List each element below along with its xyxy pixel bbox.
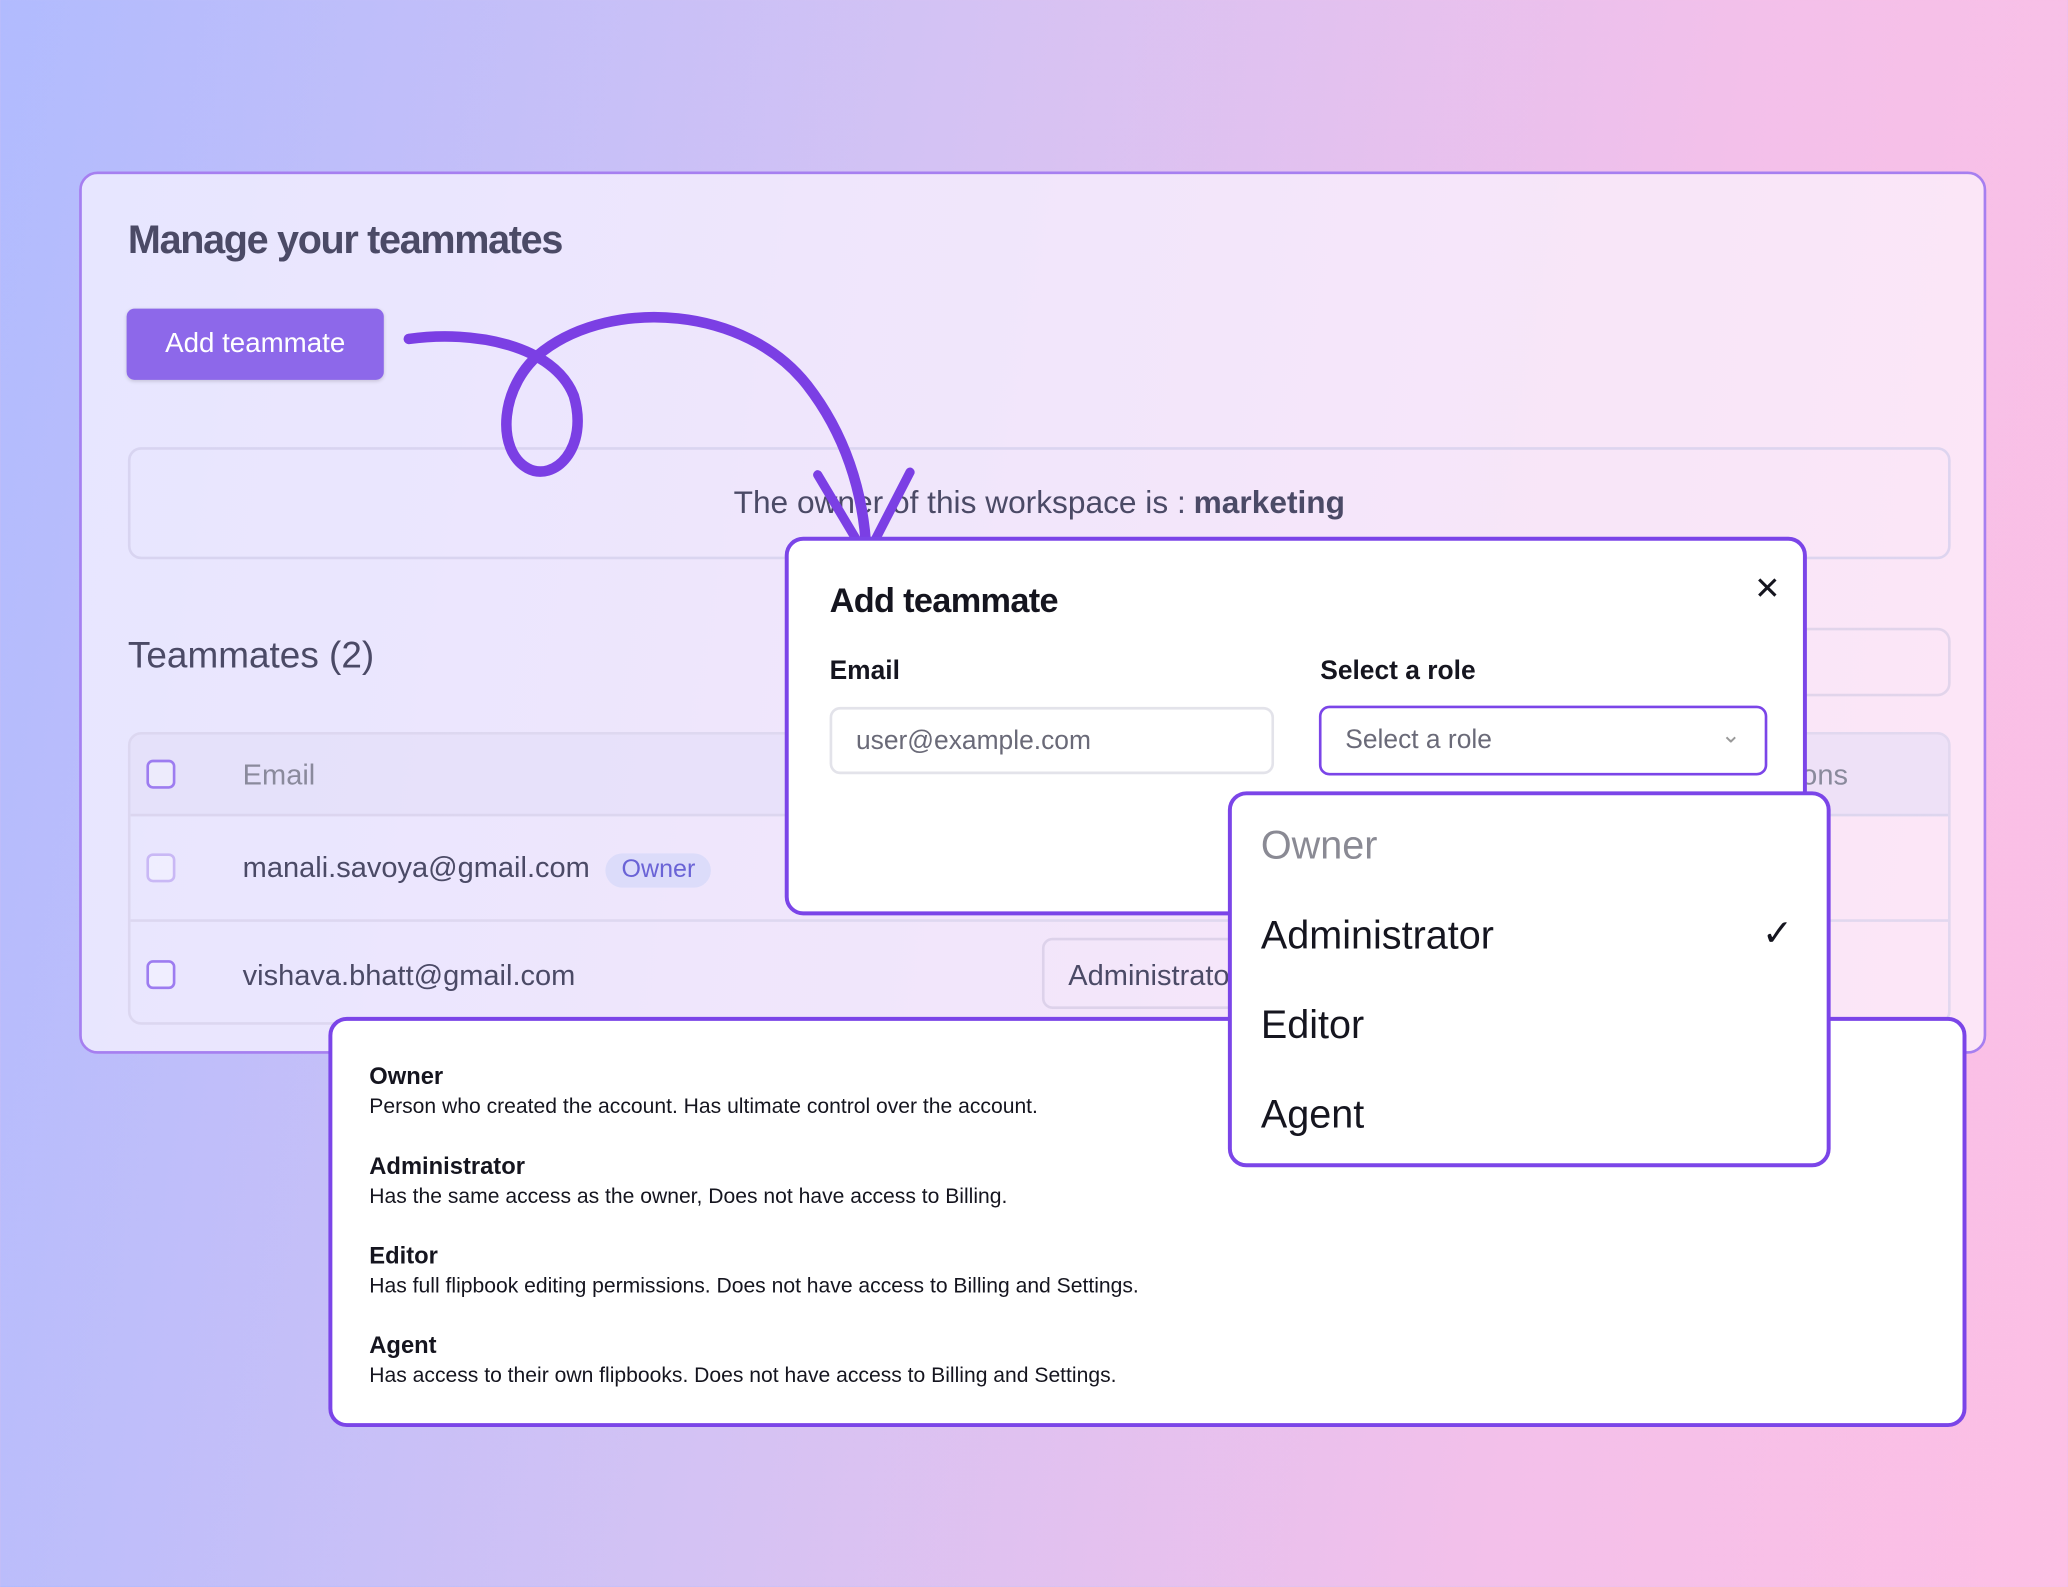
role-name: Owner bbox=[369, 1063, 444, 1090]
role-select[interactable]: Administrator bbox=[1041, 937, 1306, 1009]
table-row: manali.savoya@gmail.com Owner bbox=[130, 816, 1949, 922]
select-all-checkbox[interactable] bbox=[146, 759, 176, 789]
role-description: Has the same access as the owner, Does n… bbox=[369, 1185, 1008, 1209]
page-title: Manage your teammates bbox=[127, 218, 563, 263]
role-name: Administrator bbox=[369, 1152, 525, 1180]
role-description: Has full flipbook editing permissions. D… bbox=[369, 1275, 1139, 1298]
role-desc-agent: Agent Has access to their own flipbooks. … bbox=[369, 1332, 1116, 1389]
role-desc-administrator: Administrator Has the same access as the … bbox=[369, 1153, 1007, 1210]
role-description: Has access to their own flipbooks. Does … bbox=[369, 1365, 1117, 1388]
email-header: Email bbox=[242, 758, 316, 792]
role-dropdown: Owner Administrator ✓ Editor Agent bbox=[1227, 791, 1831, 1168]
email-input[interactable]: user@example.com bbox=[829, 706, 1275, 775]
email: manali.savoya@gmail.com bbox=[242, 850, 590, 884]
role-description: Person who created the account. Has ulti… bbox=[369, 1096, 1038, 1119]
row-checkbox[interactable] bbox=[146, 960, 176, 990]
role-name: Editor bbox=[369, 1242, 438, 1269]
check-icon: ✓ bbox=[1762, 912, 1794, 954]
teammates-heading: Teammates (2) bbox=[127, 634, 375, 676]
option-editor[interactable]: Editor bbox=[1260, 1003, 1365, 1048]
role-select[interactable]: Select a role ⌄ bbox=[1318, 705, 1768, 776]
chevron-down-icon: ⌄ bbox=[1721, 721, 1741, 748]
option-owner: Owner bbox=[1260, 824, 1378, 868]
table-row: vishava.bhatt@gmail.com Administrator bbox=[131, 922, 1948, 1022]
owner-text: The owner of this workspace is : bbox=[733, 484, 1186, 521]
option-agent[interactable]: Agent bbox=[1260, 1093, 1365, 1137]
role-name: Agent bbox=[369, 1332, 437, 1359]
role-desc-editor: Editor Has full flipbook editing permissi… bbox=[369, 1242, 1138, 1299]
role-placeholder: Select a role bbox=[1345, 725, 1492, 755]
close-icon[interactable]: ✕ bbox=[1754, 571, 1781, 607]
add-teammate-button[interactable]: Add teammate bbox=[126, 308, 384, 380]
owner-badge: Owner bbox=[605, 853, 712, 888]
option-administrator[interactable]: Administrator bbox=[1260, 913, 1494, 958]
modal-title: Add teammate bbox=[829, 580, 1059, 620]
owner-name: marketing bbox=[1193, 484, 1345, 521]
email-label: Email bbox=[829, 656, 900, 686]
email: vishava.bhatt@gmail.com bbox=[242, 958, 576, 992]
role-label: Select a role bbox=[1320, 656, 1476, 686]
row-checkbox[interactable] bbox=[146, 853, 176, 883]
role-desc-owner: Owner Person who created the account. Has… bbox=[369, 1063, 1038, 1120]
